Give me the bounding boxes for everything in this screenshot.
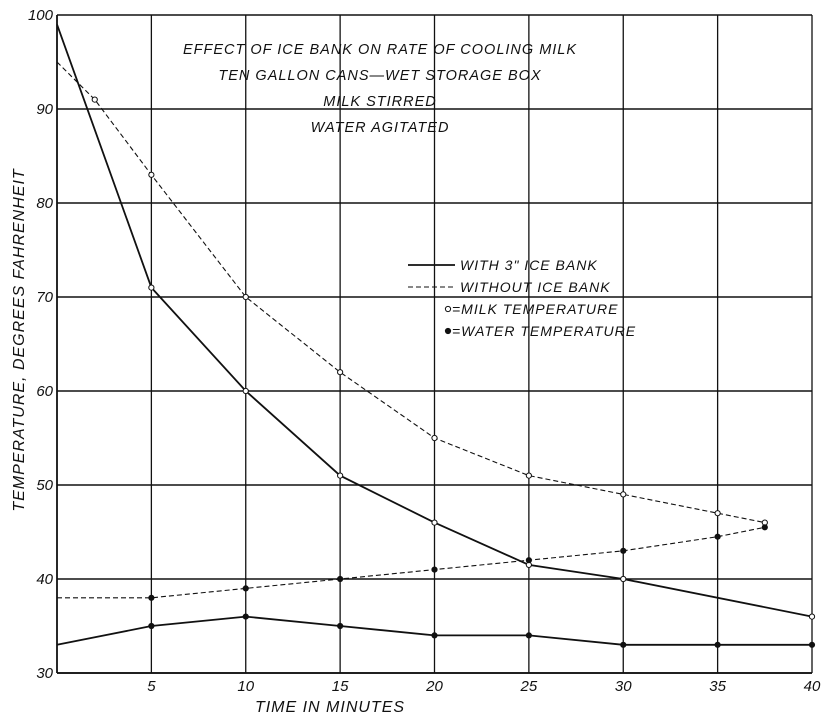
series-0 (56, 24, 816, 620)
y-tick-label: 100 (28, 7, 54, 24)
grid (57, 14, 813, 674)
y-tick-label: 90 (36, 101, 53, 118)
legend-entry-water: =WATER TEMPERATURE (452, 323, 636, 339)
series-1-point (431, 434, 438, 442)
axes (56, 15, 812, 674)
legend: WITH 3" ICE BANK WITHOUT ICE BANK =MILK … (408, 257, 636, 339)
title-line-4: WATER AGITATED (311, 120, 450, 136)
series-3-point (525, 557, 532, 564)
x-tick-label: 35 (709, 678, 726, 695)
series-1-point (620, 491, 627, 498)
series-3-point (431, 566, 438, 573)
series-1-line (56, 61, 765, 524)
series-3-point (714, 533, 721, 540)
series-0-point (431, 519, 438, 526)
x-tick-label: 30 (615, 678, 632, 695)
title-line-1: EFFECT OF ICE BANK ON RATE OF COOLING MI… (183, 42, 577, 58)
y-tick-label: 30 (36, 665, 53, 682)
series-3-point (242, 585, 249, 592)
series-2-point (808, 641, 816, 648)
series-3-point (761, 524, 768, 531)
y-tick-label: 80 (36, 195, 53, 212)
series-2-point (714, 641, 721, 648)
y-tick-label: 70 (36, 289, 53, 306)
series-2-point (148, 622, 155, 630)
series-1-point (148, 171, 155, 178)
legend-filled-marker (444, 327, 452, 335)
x-tick-label: 25 (520, 678, 538, 695)
series-2-point (242, 613, 249, 620)
title-line-3: MILK STIRRED (323, 94, 437, 110)
legend-entry-without-ice-bank: WITHOUT ICE BANK (460, 279, 611, 295)
series-0-point (148, 284, 155, 291)
chart-title: EFFECT OF ICE BANK ON RATE OF COOLING MI… (183, 42, 577, 136)
x-tick-label: 5 (147, 678, 156, 695)
series-3-point (337, 575, 344, 583)
series-2-point (431, 632, 438, 639)
series-1-point (525, 472, 532, 479)
series-1 (56, 61, 768, 526)
series-3 (57, 524, 768, 601)
x-tick-label: 20 (425, 678, 443, 695)
series-group (56, 24, 816, 648)
series-0-point (620, 575, 627, 583)
title-line-2: TEN GALLON CANS—WET STORAGE BOX (218, 68, 542, 84)
x-tick-label: 15 (332, 678, 349, 695)
y-tick-label: 50 (36, 477, 53, 494)
legend-entry-milk: =MILK TEMPERATURE (452, 301, 619, 317)
y-axis-label: TEMPERATURE, DEGREES FAHRENHEIT (11, 168, 28, 512)
tick-labels: 30 40 50 60 70 80 90 100 5 10 15 20 25 30 35 40 (28, 7, 821, 695)
series-2-point (620, 641, 627, 648)
x-tick-label: 40 (804, 678, 821, 695)
series-2 (56, 613, 816, 648)
series-1-point (242, 293, 249, 301)
x-tick-label: 10 (237, 678, 254, 695)
series-3-point (148, 594, 155, 601)
series-1-point (714, 510, 721, 517)
y-tick-label: 40 (36, 571, 53, 588)
x-axis-label: TIME IN MINUTES (255, 699, 405, 715)
series-0-point (808, 613, 816, 620)
series-3-line (57, 526, 765, 599)
y-tick-label: 60 (36, 383, 53, 400)
series-3-point (620, 547, 627, 554)
series-2-point (525, 632, 532, 639)
series-0-line (56, 24, 813, 618)
legend-entry-with-ice-bank: WITH 3" ICE BANK (460, 257, 598, 273)
series-0-point (337, 472, 344, 479)
legend-open-marker (444, 305, 452, 313)
series-1-point (91, 96, 98, 103)
series-2-point (337, 622, 344, 630)
series-1-point (337, 369, 344, 376)
series-0-point (242, 387, 249, 395)
